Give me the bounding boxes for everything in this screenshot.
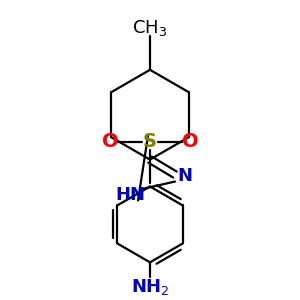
Text: O: O	[182, 132, 198, 151]
Text: CH$_3$: CH$_3$	[132, 18, 168, 38]
Text: O: O	[102, 132, 118, 151]
Text: N: N	[177, 167, 192, 184]
Text: HN: HN	[115, 185, 145, 203]
Text: S: S	[143, 132, 157, 151]
Text: NH$_2$: NH$_2$	[131, 277, 169, 297]
